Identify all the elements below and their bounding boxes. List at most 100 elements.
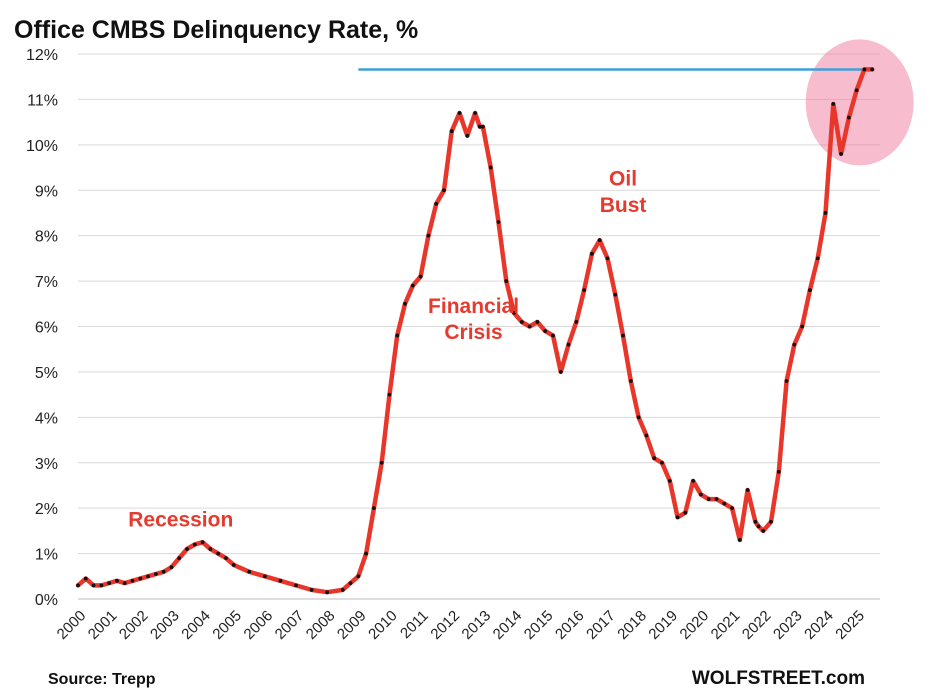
data-point xyxy=(83,576,88,581)
data-point xyxy=(364,551,368,556)
data-point xyxy=(325,590,330,595)
data-point xyxy=(737,538,742,542)
data-point xyxy=(558,370,563,374)
data-point xyxy=(387,392,392,397)
data-point xyxy=(278,578,283,583)
data-point xyxy=(146,574,150,579)
data-point xyxy=(823,211,828,215)
data-point xyxy=(504,279,509,283)
data-point xyxy=(613,292,618,297)
data-point xyxy=(247,569,252,574)
x-tick-label: 2019 xyxy=(645,607,681,643)
x-tick-label: 2001 xyxy=(85,607,121,643)
y-tick-label: 10% xyxy=(26,138,58,155)
data-point xyxy=(699,492,703,497)
data-point xyxy=(535,320,540,324)
data-point xyxy=(675,515,680,520)
data-point xyxy=(449,129,454,134)
x-tick-label: 2018 xyxy=(614,607,650,643)
y-tick-label: 2% xyxy=(35,501,58,518)
data-point xyxy=(769,519,773,524)
data-point xyxy=(76,583,80,588)
x-tick-label: 2012 xyxy=(427,607,463,643)
data-point xyxy=(756,524,761,529)
x-tick-label: 2002 xyxy=(116,607,152,643)
data-point xyxy=(379,460,384,465)
data-point xyxy=(652,456,657,461)
data-point xyxy=(628,379,633,383)
data-point xyxy=(107,581,112,586)
x-tick-label: 2003 xyxy=(147,607,183,643)
data-point xyxy=(177,556,182,561)
data-point xyxy=(410,283,415,288)
data-point xyxy=(231,563,236,567)
data-point xyxy=(348,581,353,586)
data-point xyxy=(854,88,859,93)
y-tick-label: 3% xyxy=(35,456,58,473)
gridlines xyxy=(78,53,880,600)
data-point xyxy=(527,324,532,329)
x-tick-label: 2025 xyxy=(832,607,868,643)
data-point xyxy=(115,578,119,583)
data-point xyxy=(185,547,189,551)
data-point xyxy=(846,115,851,120)
data-point xyxy=(792,342,797,347)
y-tick-label: 1% xyxy=(35,547,58,564)
x-tick-label: 2008 xyxy=(303,607,339,643)
data-point xyxy=(761,528,766,533)
data-point xyxy=(566,342,571,347)
data-point xyxy=(784,379,789,383)
data-point xyxy=(714,497,719,501)
highlight-circle xyxy=(805,39,914,166)
data-point xyxy=(800,324,805,329)
data-point xyxy=(309,588,314,592)
data-point xyxy=(488,165,493,170)
data-point xyxy=(519,320,524,324)
data-point xyxy=(169,565,174,570)
y-tick-label: 5% xyxy=(35,365,58,382)
data-point xyxy=(551,333,555,338)
data-point xyxy=(621,333,625,338)
data-point xyxy=(605,256,610,261)
series-layer xyxy=(75,67,875,595)
data-point xyxy=(356,574,361,579)
brand-label: WOLFSTREET.com xyxy=(692,668,865,689)
data-point xyxy=(753,519,758,524)
data-point xyxy=(870,67,875,72)
chart-title: Office CMBS Delinquency Rate, % xyxy=(14,16,418,44)
data-point xyxy=(138,576,143,581)
y-tick-label: 11% xyxy=(27,92,58,109)
data-point xyxy=(216,551,221,556)
x-tick-label: 2009 xyxy=(334,607,370,643)
x-tick-label: 2010 xyxy=(365,607,401,643)
y-tick-label: 9% xyxy=(35,183,58,200)
annotation: Oil Bust xyxy=(600,168,647,217)
x-tick-label: 2007 xyxy=(272,607,308,643)
x-tick-label: 2022 xyxy=(739,607,775,643)
x-tick-label: 2023 xyxy=(770,607,806,643)
data-point xyxy=(122,581,127,586)
data-point xyxy=(745,488,750,492)
data-point xyxy=(161,569,166,574)
x-tick-label: 2020 xyxy=(677,607,713,643)
data-point xyxy=(496,220,501,224)
data-point xyxy=(426,233,431,238)
data-point xyxy=(91,583,96,588)
x-tick-label: 2016 xyxy=(552,607,588,643)
highlight-layer xyxy=(805,39,914,166)
x-tick-label: 2024 xyxy=(801,607,837,643)
annotation: Recession xyxy=(128,508,233,531)
data-point xyxy=(831,102,836,106)
data-point xyxy=(862,67,867,72)
data-point xyxy=(730,506,734,511)
x-tick-label: 2017 xyxy=(583,607,619,643)
y-tick-label: 12% xyxy=(26,47,58,64)
y-tick-label: 7% xyxy=(35,274,58,291)
x-tick-label: 2013 xyxy=(459,607,495,643)
y-tick-label: 6% xyxy=(35,320,58,337)
data-point xyxy=(434,201,439,206)
data-point xyxy=(418,274,423,279)
data-point xyxy=(208,547,213,551)
y-tick-label: 0% xyxy=(35,592,58,609)
